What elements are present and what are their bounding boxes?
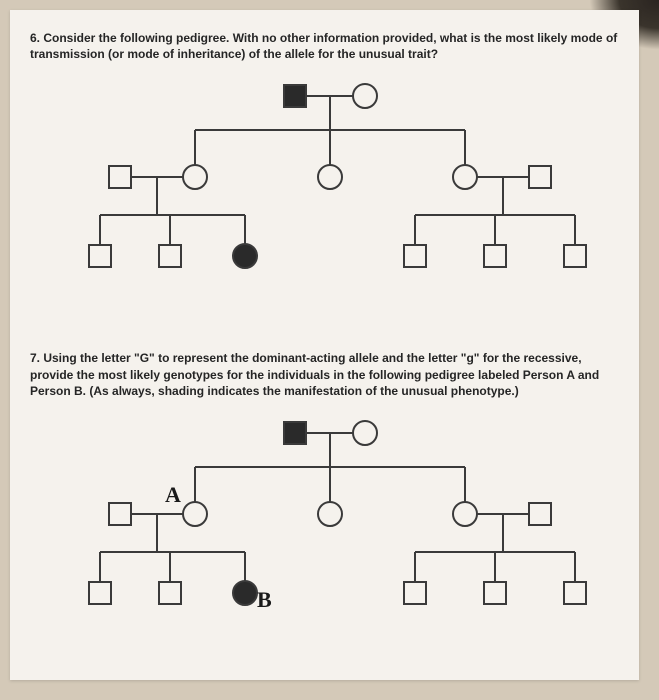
- g2-mid-female: [318, 165, 342, 189]
- g2-left-female: [183, 165, 207, 189]
- p7-g3-4: [404, 582, 426, 604]
- question-6-text: 6. Consider the following pedigree. With…: [30, 30, 619, 62]
- gen1-female: [353, 84, 377, 108]
- g3-4: [404, 245, 426, 267]
- question-7-text: 7. Using the letter "G" to represent the…: [30, 350, 619, 399]
- g3-3-affected: [233, 244, 257, 268]
- p7-g2-right-male: [529, 503, 551, 525]
- pedigree-7: A B: [45, 407, 605, 667]
- p7-g3-3-affected-B: [233, 581, 257, 605]
- p7-g2-left-male: [109, 503, 131, 525]
- label-A: A: [165, 482, 181, 507]
- g3-5: [484, 245, 506, 267]
- p7-gen1-female: [353, 421, 377, 445]
- p7-g3-6: [564, 582, 586, 604]
- g3-1: [89, 245, 111, 267]
- p7-g3-2: [159, 582, 181, 604]
- p7-g2-right-female: [453, 502, 477, 526]
- g3-2: [159, 245, 181, 267]
- g3-6: [564, 245, 586, 267]
- p7-g3-1: [89, 582, 111, 604]
- gen1-male-affected: [284, 85, 306, 107]
- g2-right-female: [453, 165, 477, 189]
- g2-right-male: [529, 166, 551, 188]
- p7-g3-5: [484, 582, 506, 604]
- g2-left-male: [109, 166, 131, 188]
- worksheet-paper: 6. Consider the following pedigree. With…: [10, 10, 639, 680]
- p7-g2-left-female-A: [183, 502, 207, 526]
- p7-g2-mid-female: [318, 502, 342, 526]
- p7-gen1-male-affected: [284, 422, 306, 444]
- label-B: B: [257, 587, 272, 612]
- pedigree-6: [45, 70, 605, 330]
